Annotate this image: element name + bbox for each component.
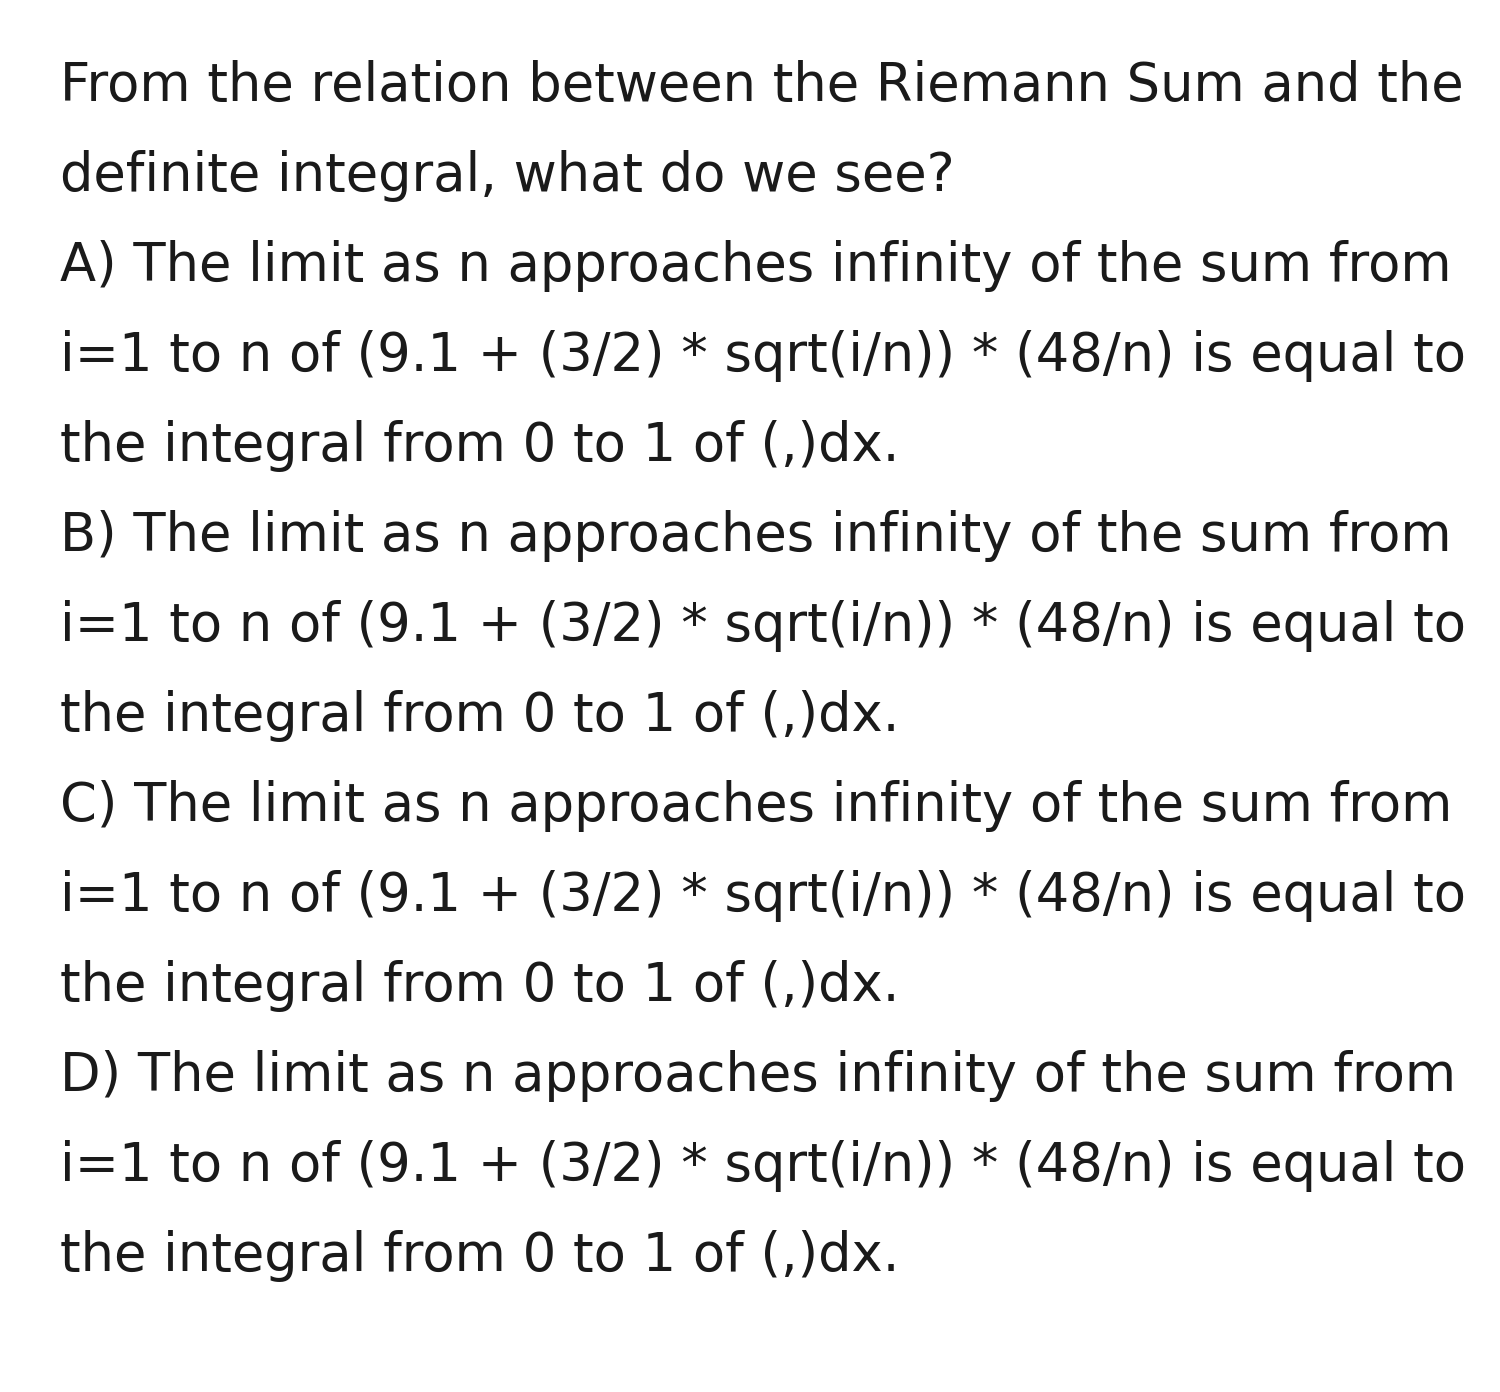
Text: i=1 to n of (9.1 + (3/2) * sqrt(i/n)) * (48/n) is equal to: i=1 to n of (9.1 + (3/2) * sqrt(i/n)) * … [60, 1140, 1466, 1192]
Text: D) The limit as n approaches infinity of the sum from: D) The limit as n approaches infinity of… [60, 1050, 1456, 1102]
Text: From the relation between the Riemann Sum and the: From the relation between the Riemann Su… [60, 60, 1464, 111]
Text: A) The limit as n approaches infinity of the sum from: A) The limit as n approaches infinity of… [60, 239, 1452, 292]
Text: C) The limit as n approaches infinity of the sum from: C) The limit as n approaches infinity of… [60, 780, 1452, 832]
Text: definite integral, what do we see?: definite integral, what do we see? [60, 150, 954, 202]
Text: the integral from 0 to 1 of (,)dx.: the integral from 0 to 1 of (,)dx. [60, 420, 900, 472]
Text: i=1 to n of (9.1 + (3/2) * sqrt(i/n)) * (48/n) is equal to: i=1 to n of (9.1 + (3/2) * sqrt(i/n)) * … [60, 870, 1466, 922]
Text: the integral from 0 to 1 of (,)dx.: the integral from 0 to 1 of (,)dx. [60, 1231, 900, 1282]
Text: i=1 to n of (9.1 + (3/2) * sqrt(i/n)) * (48/n) is equal to: i=1 to n of (9.1 + (3/2) * sqrt(i/n)) * … [60, 330, 1466, 381]
Text: the integral from 0 to 1 of (,)dx.: the integral from 0 to 1 of (,)dx. [60, 960, 900, 1012]
Text: i=1 to n of (9.1 + (3/2) * sqrt(i/n)) * (48/n) is equal to: i=1 to n of (9.1 + (3/2) * sqrt(i/n)) * … [60, 600, 1466, 651]
Text: the integral from 0 to 1 of (,)dx.: the integral from 0 to 1 of (,)dx. [60, 690, 900, 742]
Text: B) The limit as n approaches infinity of the sum from: B) The limit as n approaches infinity of… [60, 509, 1452, 562]
